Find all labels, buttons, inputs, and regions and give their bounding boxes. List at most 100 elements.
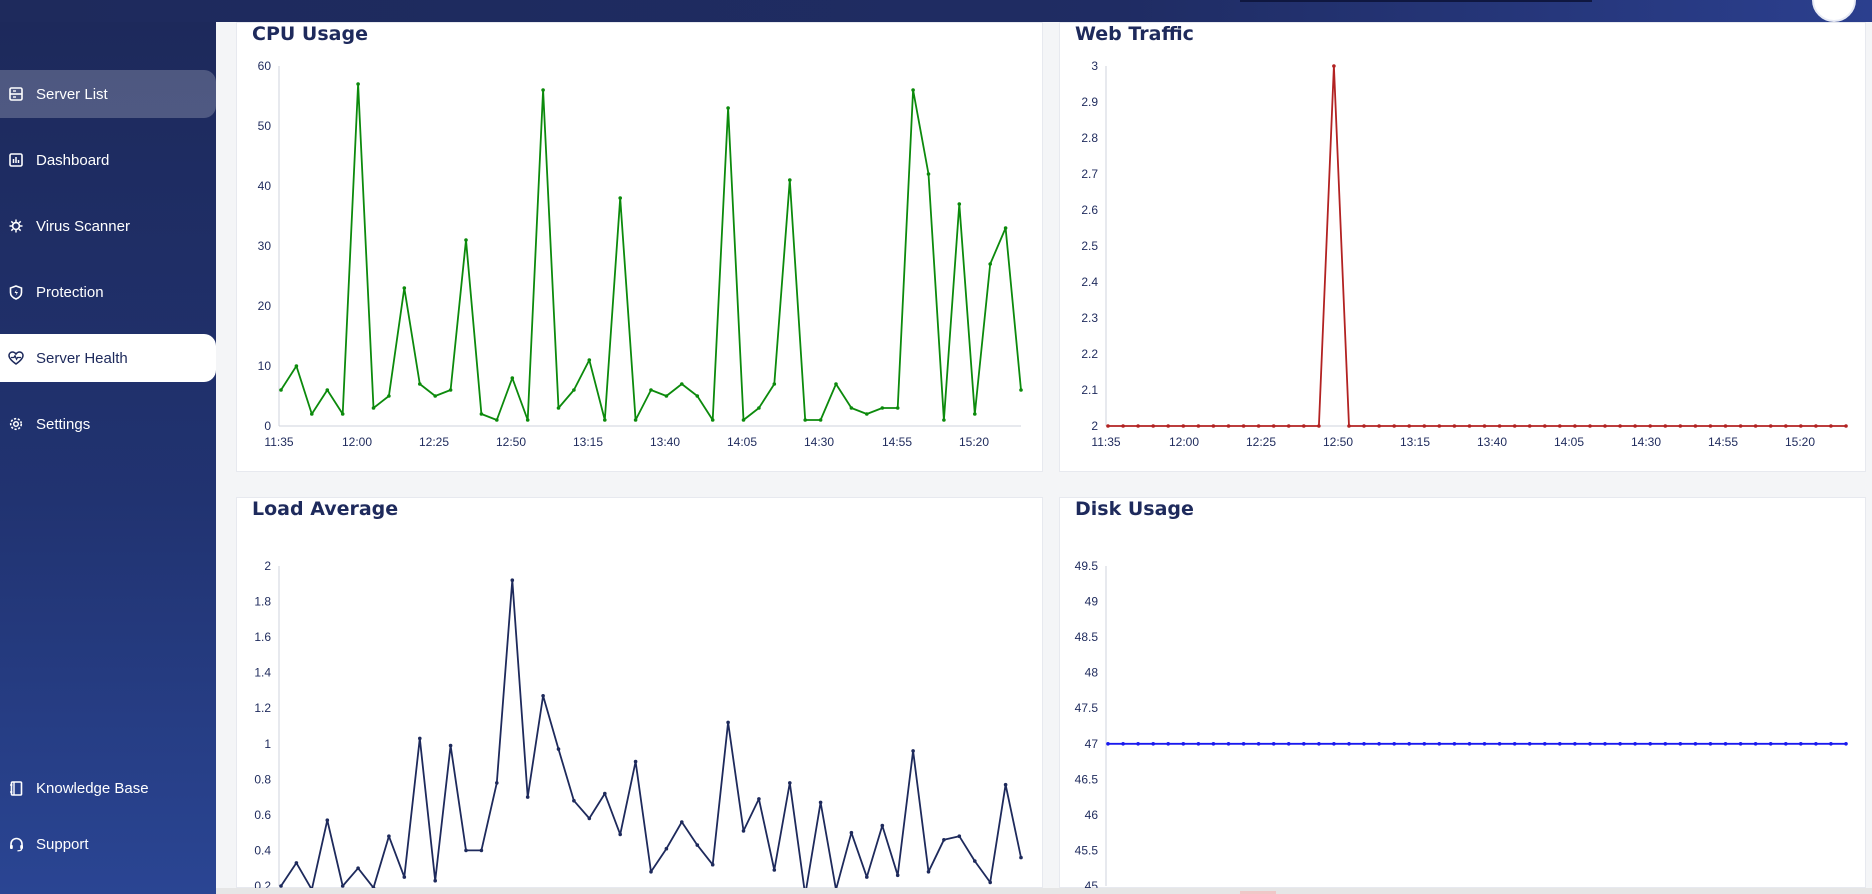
data-point	[1166, 424, 1170, 428]
data-point	[495, 781, 499, 785]
data-point	[433, 394, 437, 398]
data-point	[1573, 424, 1577, 428]
series-line	[1108, 65, 1846, 427]
data-point	[726, 720, 730, 725]
data-point	[1437, 742, 1442, 746]
data-point	[1437, 424, 1442, 428]
scroll-thumb[interactable]	[1240, 891, 1276, 894]
data-point	[1693, 424, 1698, 428]
y-tick-label: 2.4	[1081, 275, 1098, 289]
x-tick-label: 12:50	[496, 435, 526, 449]
data-point	[957, 202, 962, 206]
search-bar-edge[interactable]	[1240, 0, 1592, 2]
data-point	[1271, 742, 1276, 746]
data-point	[1151, 424, 1155, 428]
heart-pulse-icon	[8, 350, 24, 366]
sidebar-item-knowledge-base[interactable]: Knowledge Base	[0, 764, 216, 812]
data-point	[1708, 742, 1713, 746]
y-tick-label: 2.2	[1081, 347, 1098, 361]
y-tick-label: 0.8	[254, 772, 271, 786]
data-point	[1196, 424, 1201, 428]
data-point	[895, 406, 900, 410]
data-point	[818, 418, 823, 422]
y-tick-label: 2.5	[1081, 239, 1098, 253]
data-point	[988, 880, 992, 885]
y-tick-label: 1.6	[254, 630, 271, 644]
data-point	[603, 791, 607, 796]
data-point	[1603, 424, 1607, 428]
data-point	[1181, 424, 1186, 428]
data-point	[911, 88, 915, 92]
data-point	[1558, 424, 1562, 428]
data-point	[849, 830, 854, 835]
data-point	[1106, 424, 1110, 428]
data-point	[710, 862, 715, 867]
y-tick-label: 49.5	[1075, 559, 1099, 573]
data-point	[1678, 424, 1683, 428]
sidebar-item-virus-scanner[interactable]: Virus Scanner	[0, 202, 216, 250]
data-point	[988, 262, 992, 266]
sidebar-item-settings[interactable]: Settings	[0, 400, 216, 448]
x-tick-label: 15:20	[1785, 435, 1815, 449]
book-icon	[8, 780, 24, 796]
y-tick-label: 1.8	[254, 595, 271, 609]
data-point	[649, 388, 653, 392]
disk-usage-chart: 45 45.5 46 46.5 47 47.5 48 48.5 49 49.5	[1075, 559, 1848, 889]
data-point	[1738, 424, 1743, 428]
data-point	[479, 412, 484, 416]
data-point	[1543, 424, 1547, 428]
data-point	[942, 838, 946, 842]
data-point	[680, 382, 684, 386]
y-tick-label: 2.7	[1081, 167, 1098, 181]
data-point	[772, 382, 777, 386]
sidebar-item-protection[interactable]: Protection	[0, 268, 216, 316]
sidebar-item-server-health[interactable]: Server Health	[0, 334, 216, 382]
data-point	[1407, 742, 1411, 746]
data-point	[1844, 424, 1848, 428]
sidebar-item-label: Knowledge Base	[36, 779, 149, 797]
data-point	[1753, 742, 1758, 746]
data-point	[1497, 742, 1502, 746]
data-point	[1633, 424, 1637, 428]
data-point	[1678, 742, 1683, 746]
data-point	[479, 848, 484, 853]
cpu-usage-chart: 0 10 20 30 40 50 60 11:35 12:00 12:25 12:50 13:15 13…	[258, 59, 1023, 449]
data-point	[464, 238, 468, 242]
data-point	[618, 832, 622, 837]
sidebar-item-support[interactable]: Support	[0, 820, 216, 868]
data-point	[525, 795, 530, 799]
data-point	[834, 382, 838, 386]
data-point	[1317, 742, 1321, 746]
data-point	[1784, 742, 1788, 746]
data-point	[448, 743, 453, 748]
data-point	[556, 747, 561, 751]
data-point	[1256, 742, 1261, 746]
data-point	[294, 861, 299, 865]
data-point	[1151, 742, 1155, 746]
data-point	[402, 286, 407, 290]
data-point	[633, 418, 638, 422]
y-tick-label: 48.5	[1075, 630, 1099, 644]
cpu-usage-card: CPU Usage 0 10 20 30 40 50 60 11:35 12:00 12:25 12…	[236, 22, 1043, 472]
data-point	[1003, 782, 1008, 787]
sidebar-item-server-list[interactable]: Server List	[0, 70, 216, 118]
data-point	[587, 816, 592, 821]
sidebar-item-dashboard[interactable]: Dashboard	[0, 136, 216, 184]
data-point	[942, 418, 946, 422]
data-point	[865, 875, 869, 879]
avatar[interactable]	[1812, 0, 1856, 22]
data-point	[1648, 742, 1652, 746]
y-tick-label: 2	[264, 559, 271, 573]
data-point	[387, 394, 391, 398]
y-tick-label: 49	[1085, 595, 1099, 609]
sidebar-item-label: Protection	[36, 283, 104, 301]
data-point	[1302, 742, 1306, 746]
data-point	[1482, 424, 1487, 428]
data-point	[340, 412, 345, 416]
horizontal-scrollbar[interactable]	[216, 888, 1872, 894]
data-point	[1106, 742, 1110, 746]
x-tick-label: 12:50	[1323, 435, 1353, 449]
y-tick-label: 46	[1085, 808, 1099, 822]
data-point	[726, 106, 730, 110]
data-point	[1019, 388, 1023, 392]
